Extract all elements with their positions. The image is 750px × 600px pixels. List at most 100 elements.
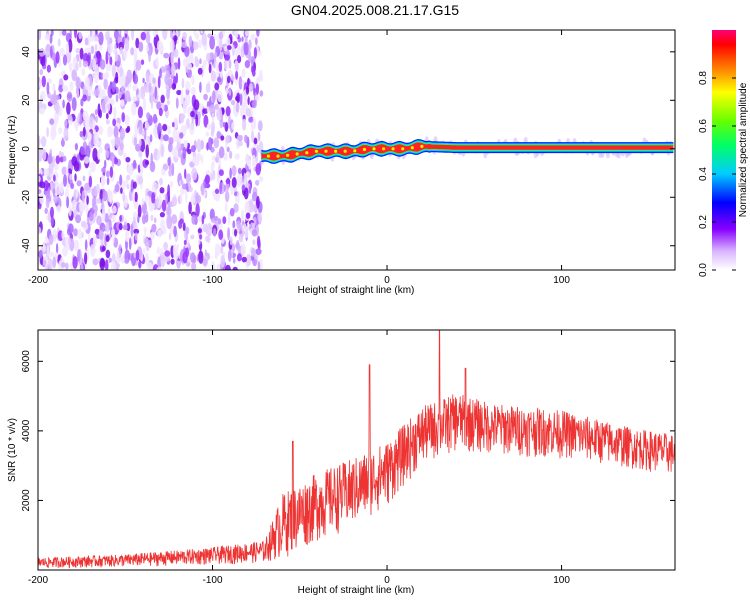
- noise-blob: [75, 188, 79, 198]
- noise-blob: [195, 202, 200, 217]
- noise-blob: [190, 145, 196, 153]
- noise-blob: [146, 72, 149, 83]
- noise-blob: [132, 216, 136, 229]
- noise-blob: [202, 108, 209, 114]
- noise-blob: [200, 103, 204, 110]
- noise-blob: [137, 175, 144, 185]
- noise-blob: [226, 45, 232, 51]
- noise-blob: [93, 128, 96, 136]
- noise-blob: [81, 190, 85, 204]
- noise-blob: [156, 40, 163, 52]
- noise-blob: [104, 159, 107, 169]
- y-tick-label: -40: [21, 238, 32, 253]
- noise-blob: [151, 223, 157, 233]
- noise-blob: [56, 205, 62, 213]
- noise-blob: [155, 196, 159, 208]
- noise-blob: [50, 126, 57, 141]
- noise-blob: [105, 119, 110, 125]
- noise-blob: [251, 99, 257, 109]
- noise-blob: [89, 30, 93, 38]
- noise-blob: [208, 63, 212, 74]
- noise-blob: [226, 146, 230, 153]
- noise-blob: [132, 96, 138, 102]
- x-tick-label: -200: [28, 275, 48, 286]
- noise-blob: [97, 53, 100, 67]
- noise-blob: [175, 97, 179, 109]
- spectrogram-xlabel: Height of straight line (km): [298, 285, 415, 296]
- noise-blob: [198, 239, 201, 245]
- noise-blob: [167, 157, 171, 167]
- noise-blob: [144, 252, 150, 266]
- noise-blob: [100, 72, 104, 80]
- chart-title: GN04.2025.008.21.17.G15: [290, 2, 460, 18]
- noise-blob: [103, 78, 108, 90]
- noise-blob: [181, 78, 185, 89]
- band-peak: [420, 144, 424, 148]
- noise-blob: [179, 193, 183, 205]
- noise-blob: [219, 181, 223, 195]
- noise-blob: [248, 158, 251, 170]
- noise-blob: [52, 228, 57, 243]
- noise-blob: [68, 39, 73, 53]
- noise-blob: [75, 121, 78, 132]
- x-tick-label: 0: [384, 275, 390, 286]
- noise-blob: [92, 57, 97, 71]
- noise-blob: [76, 180, 82, 187]
- band-peak: [343, 149, 347, 153]
- noise-blob: [105, 249, 111, 259]
- noise-blob: [145, 121, 149, 130]
- x-tick-label: 100: [553, 575, 570, 586]
- noise-blob: [231, 122, 235, 130]
- noise-blob: [132, 189, 135, 202]
- noise-blob: [153, 217, 157, 224]
- noise-blob: [227, 211, 231, 226]
- noise-blob: [132, 85, 137, 92]
- noise-blob: [82, 126, 86, 137]
- y-tick-label: 2000: [21, 489, 32, 512]
- noise-blob: [107, 84, 113, 99]
- noise-blob: [163, 52, 170, 59]
- noise-blob: [126, 184, 130, 190]
- noise-blob: [88, 175, 93, 188]
- noise-blob: [55, 155, 60, 165]
- noise-blob: [202, 59, 206, 70]
- noise-blob: [245, 212, 251, 219]
- noise-blob: [236, 135, 243, 141]
- noise-blob: [65, 165, 69, 178]
- noise-blob: [197, 39, 203, 49]
- noise-blob: [101, 208, 106, 222]
- noise-blob: [117, 89, 122, 99]
- noise-blob: [167, 184, 171, 197]
- noise-blob: [102, 190, 108, 202]
- noise-blob: [193, 30, 197, 37]
- noise-blob: [140, 59, 145, 65]
- noise-blob: [148, 48, 152, 63]
- noise-blob: [146, 112, 151, 120]
- snr-series-line: [38, 330, 675, 569]
- noise-blob: [164, 74, 171, 86]
- noise-blob: [145, 159, 150, 166]
- noise-blob: [243, 172, 247, 185]
- noise-blob: [151, 192, 156, 205]
- noise-blob: [91, 196, 96, 210]
- noise-blob: [225, 178, 231, 185]
- noise-blob: [119, 142, 124, 151]
- noise-blob: [61, 30, 67, 36]
- noise-blob: [170, 63, 176, 76]
- band-peak: [382, 147, 386, 151]
- noise-blob: [52, 83, 56, 91]
- noise-blob: [146, 262, 153, 270]
- noise-blob: [131, 30, 135, 41]
- noise-blob: [39, 192, 45, 205]
- noise-blob: [127, 164, 133, 175]
- noise-blob: [58, 30, 63, 37]
- noise-blob: [212, 169, 216, 181]
- noise-blob: [97, 149, 101, 160]
- noise-blob: [200, 183, 204, 196]
- noise-blob: [96, 183, 100, 194]
- noise-blob: [256, 235, 261, 248]
- noise-blob: [126, 125, 131, 133]
- snr-frame: [37, 329, 676, 571]
